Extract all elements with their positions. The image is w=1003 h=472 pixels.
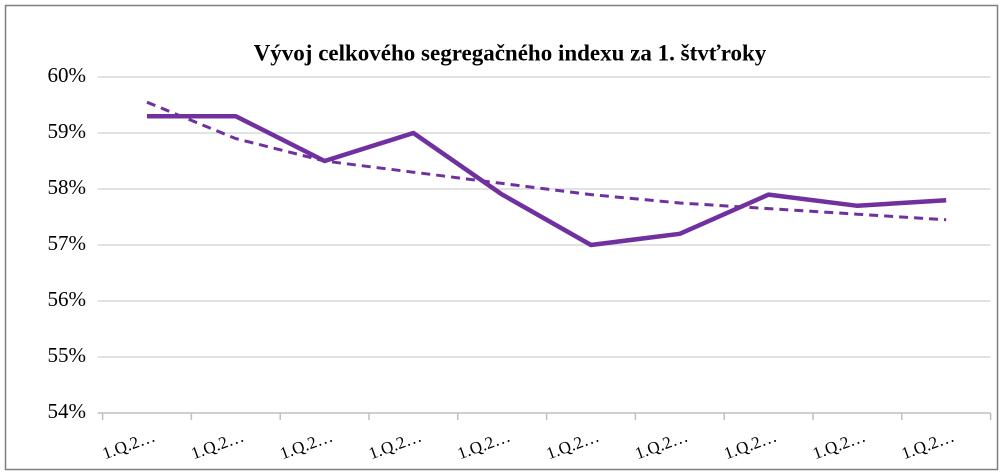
y-tick-label: 58% — [48, 175, 87, 199]
line — [147, 113, 947, 248]
y-tick-label: 55% — [48, 343, 87, 367]
trendline — [146, 100, 947, 222]
chart-border — [4, 4, 999, 471]
y-tick-label: 54% — [48, 399, 87, 423]
y-tick-label: 56% — [48, 287, 87, 311]
chart-title: Vývoj celkového segregačného indexu za 1… — [254, 40, 767, 65]
y-tick-label: 57% — [48, 231, 87, 255]
y-tick-label: 60% — [48, 63, 87, 87]
y-tick-label: 59% — [48, 119, 87, 143]
